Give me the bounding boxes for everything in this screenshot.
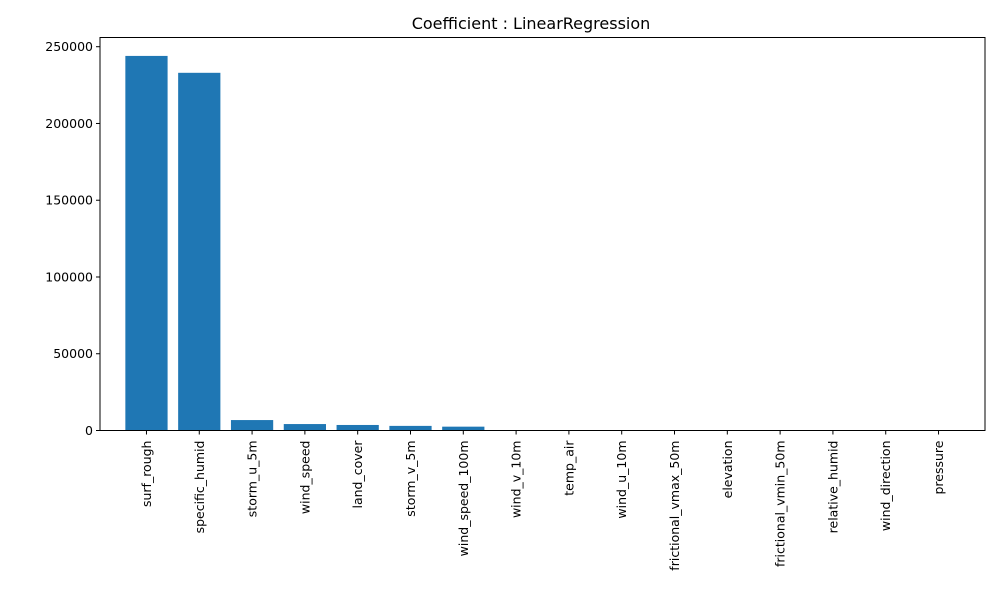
y-tick-label: 200000 xyxy=(45,116,93,131)
x-tick-label: elevation xyxy=(720,441,735,499)
bar-wind_speed_100m xyxy=(442,426,485,431)
bar-specific_humid xyxy=(178,72,221,431)
x-tick-label: surf_rough xyxy=(139,441,154,508)
x-tick-label: wind_speed_100m xyxy=(456,441,471,557)
x-tick-label: wind_speed xyxy=(297,441,312,515)
x-tick-label: storm_v_5m xyxy=(403,441,418,517)
x-tick-label: frictional_vmax_50m xyxy=(667,441,682,571)
x-tick-label: relative_humid xyxy=(825,441,840,534)
x-tick-label: specific_humid xyxy=(192,441,207,534)
x-tick-label: land_cover xyxy=(350,440,365,509)
x-tick-label: storm_u_5m xyxy=(245,441,260,518)
y-tick-label: 50000 xyxy=(53,346,93,361)
x-axis: surf_rough specific_humid storm_u_5m wind_s… xyxy=(139,430,946,571)
x-tick-label: temp_air xyxy=(561,440,576,496)
y-tick-label: 250000 xyxy=(45,39,93,54)
bar-wind_speed xyxy=(283,424,326,431)
x-tick-label: wind_direction xyxy=(878,441,893,532)
x-tick-label: frictional_vmin_50m xyxy=(773,441,788,568)
bar-land_cover xyxy=(336,424,379,431)
y-axis: 0 50000 100000 150000 200000 250000 xyxy=(45,39,100,438)
y-tick-label: 150000 xyxy=(45,193,93,208)
bar-storm_v_5m xyxy=(389,425,432,431)
bar-surf_rough xyxy=(125,55,168,431)
bars-group xyxy=(125,55,960,431)
y-tick-label: 0 xyxy=(85,423,93,438)
y-tick-label: 100000 xyxy=(45,269,93,284)
x-tick-label: pressure xyxy=(931,440,946,494)
chart-title: Coefficient : LinearRegression xyxy=(412,14,651,33)
x-tick-label: wind_u_10m xyxy=(614,441,629,519)
bar-storm_u_5m xyxy=(230,420,274,431)
plot-frame xyxy=(99,37,986,431)
x-tick-label: wind_v_10m xyxy=(509,441,524,519)
